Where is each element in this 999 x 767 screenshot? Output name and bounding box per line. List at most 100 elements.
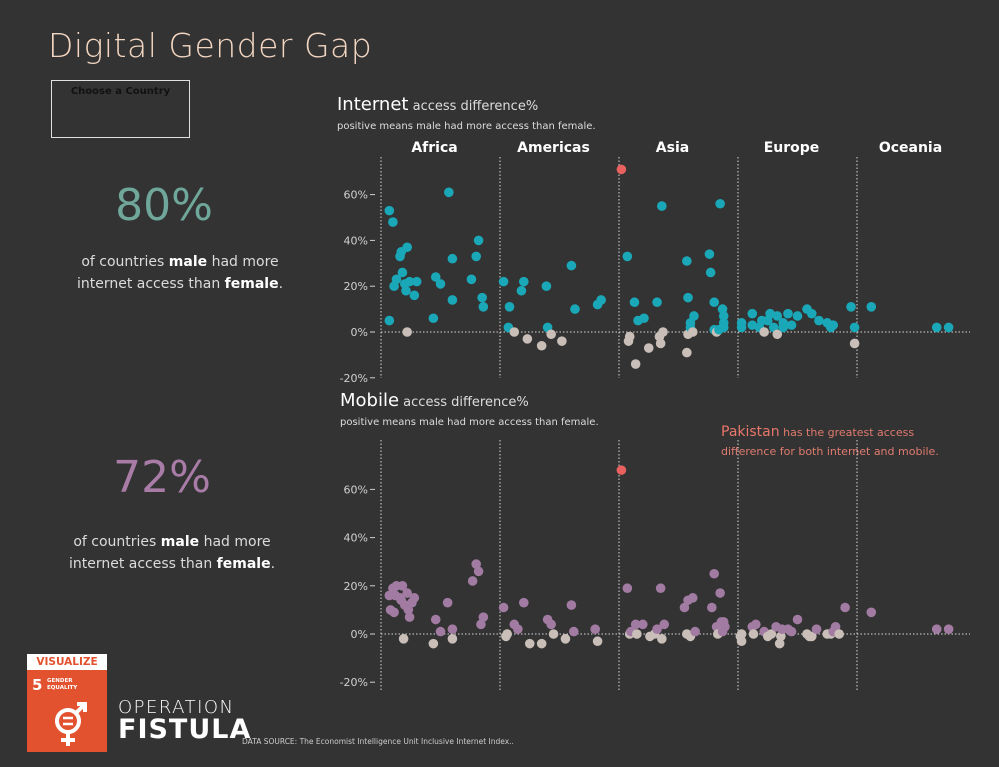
data-point bbox=[776, 631, 786, 642]
data-point bbox=[516, 285, 527, 296]
data-point bbox=[786, 626, 797, 637]
data-point bbox=[943, 624, 954, 634]
category-header: Africa bbox=[411, 140, 457, 156]
y-tick-label: -20% bbox=[340, 676, 368, 689]
data-point bbox=[630, 359, 641, 369]
data-point bbox=[622, 583, 633, 594]
data-point bbox=[632, 629, 642, 639]
data-point bbox=[566, 600, 577, 610]
y-tick-label: 40% bbox=[344, 234, 368, 247]
data-point bbox=[389, 607, 399, 618]
data-point bbox=[931, 322, 942, 333]
data-point bbox=[568, 626, 579, 637]
data-point bbox=[655, 583, 666, 594]
data-point bbox=[471, 559, 482, 569]
data-point bbox=[778, 322, 789, 333]
mobile-chart-title: Mobile access difference% bbox=[340, 390, 529, 411]
data-point bbox=[522, 334, 533, 344]
data-point bbox=[630, 619, 641, 630]
data-point bbox=[707, 602, 717, 613]
highlight-point-pakistan bbox=[616, 465, 627, 475]
data-point bbox=[471, 251, 482, 262]
data-point bbox=[849, 338, 860, 349]
data-point bbox=[590, 624, 600, 634]
data-point bbox=[772, 329, 783, 340]
data-point bbox=[546, 619, 556, 630]
y-tick-label: 20% bbox=[344, 280, 368, 293]
data-point bbox=[476, 619, 486, 630]
country-selector-label: Choose a Country bbox=[70, 86, 171, 97]
data-point bbox=[806, 308, 817, 319]
data-point bbox=[444, 187, 454, 198]
data-point bbox=[560, 634, 571, 644]
mobile-stat-text: of countries male had more internet acce… bbox=[68, 534, 276, 572]
data-point bbox=[759, 327, 769, 337]
data-point bbox=[715, 198, 725, 209]
data-point bbox=[834, 629, 844, 639]
data-point bbox=[391, 274, 402, 285]
data-point bbox=[541, 281, 552, 292]
data-point bbox=[747, 308, 758, 319]
data-point bbox=[409, 593, 420, 603]
data-point bbox=[402, 588, 412, 598]
internet-stat-value: 80% bbox=[115, 180, 213, 231]
y-tick-label: 0% bbox=[351, 628, 368, 641]
data-point bbox=[792, 614, 803, 625]
brand-line-2: FISTULA bbox=[118, 714, 252, 745]
data-point bbox=[643, 343, 654, 353]
data-point bbox=[622, 251, 633, 262]
data-point bbox=[513, 624, 523, 634]
data-point bbox=[772, 311, 783, 321]
data-point bbox=[442, 597, 453, 608]
data-point bbox=[682, 256, 692, 266]
data-point bbox=[783, 308, 793, 319]
data-point bbox=[687, 593, 698, 603]
data-point bbox=[409, 290, 420, 301]
data-point bbox=[814, 315, 824, 326]
data-point bbox=[658, 327, 668, 337]
data-point bbox=[519, 597, 529, 608]
data-point bbox=[638, 619, 648, 630]
data-point bbox=[430, 272, 441, 282]
data-point bbox=[557, 336, 567, 346]
data-point bbox=[478, 302, 489, 312]
data-point bbox=[736, 636, 747, 647]
data-point bbox=[519, 276, 529, 287]
data-point bbox=[689, 311, 699, 321]
data-point bbox=[566, 260, 577, 271]
data-point bbox=[931, 624, 942, 634]
category-header: Europe bbox=[764, 140, 820, 156]
data-point bbox=[402, 242, 412, 253]
y-tick-label: 40% bbox=[344, 532, 368, 545]
internet-stat-text: of countries male had more internet acce… bbox=[76, 254, 284, 292]
data-point bbox=[736, 322, 747, 333]
data-point bbox=[401, 285, 411, 296]
data-point bbox=[388, 217, 398, 227]
data-point bbox=[748, 629, 759, 639]
y-tick-label: 60% bbox=[344, 189, 368, 202]
data-point bbox=[467, 576, 478, 586]
data-point bbox=[447, 634, 458, 644]
data-point bbox=[509, 327, 520, 337]
country-selector[interactable]: Choose a Country bbox=[51, 80, 190, 138]
data-point bbox=[682, 347, 692, 358]
category-header: Americas bbox=[517, 140, 590, 156]
data-point bbox=[473, 235, 484, 246]
data-point bbox=[718, 311, 729, 321]
data-point bbox=[849, 322, 860, 333]
data-source: DATA SOURCE: The Economist Intelligence … bbox=[242, 737, 514, 746]
data-point bbox=[866, 607, 877, 618]
data-point bbox=[830, 621, 841, 632]
data-point bbox=[943, 322, 954, 333]
data-point bbox=[498, 276, 509, 287]
highlight-point-pakistan bbox=[616, 164, 627, 175]
data-point bbox=[655, 338, 666, 349]
data-point bbox=[736, 629, 747, 639]
data-point bbox=[502, 629, 512, 639]
data-point bbox=[687, 327, 698, 337]
data-point bbox=[846, 302, 856, 312]
data-point bbox=[404, 612, 415, 622]
data-point bbox=[447, 253, 458, 264]
data-point bbox=[384, 205, 395, 216]
